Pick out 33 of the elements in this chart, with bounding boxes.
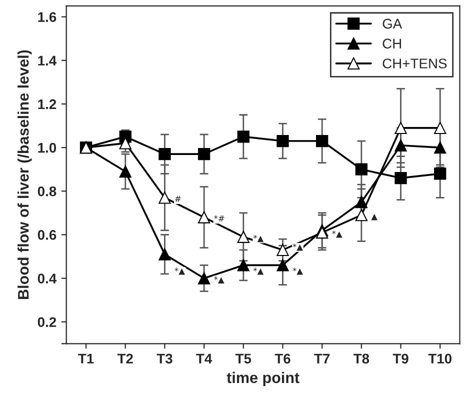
legend-label: CH+TENS: [382, 58, 447, 68]
x-tick-label: T3: [156, 354, 172, 364]
x-tick-label: T10: [428, 354, 452, 364]
x-tick-label: T4: [196, 354, 212, 364]
legend-label: CH: [382, 38, 401, 49]
y-tick-label: 0.2: [38, 317, 56, 328]
x-tick-label: T2: [117, 354, 133, 364]
x-axis-title: time point: [226, 372, 300, 386]
y-tick-label: 0.8: [38, 186, 56, 196]
x-tick-label: T7: [314, 354, 330, 364]
annotation: *▲: [253, 268, 264, 275]
x-tick-label: T6: [274, 354, 290, 364]
legend-label: GA: [382, 18, 402, 29]
annotation: *▲: [292, 244, 304, 251]
annotation: *▲: [332, 230, 342, 238]
annotation: *#: [214, 215, 224, 222]
annotation: ▲: [371, 214, 378, 220]
y-tick-label: 1.2: [38, 99, 56, 110]
y-tick-label: 1.4: [38, 56, 57, 66]
y-tick-label: 0.6: [38, 230, 56, 240]
annotation: *▲: [292, 268, 304, 275]
x-tick-label: T8: [353, 354, 370, 364]
y-tick-label: 1.6: [38, 12, 56, 22]
x-tick-label: T1: [78, 354, 94, 364]
y-tick-label: 1.0: [38, 142, 56, 153]
y-axis-title: Blood flow of liver (/baseline level): [18, 50, 32, 299]
annotation: *▲: [253, 234, 264, 242]
x-tick-label: T9: [392, 354, 408, 364]
annotation: *▲: [214, 276, 224, 284]
annotation: #: [175, 196, 181, 202]
annotation: *▲: [174, 268, 185, 275]
y-tick-label: 0.4: [38, 274, 57, 284]
x-tick-label: T5: [235, 354, 252, 364]
